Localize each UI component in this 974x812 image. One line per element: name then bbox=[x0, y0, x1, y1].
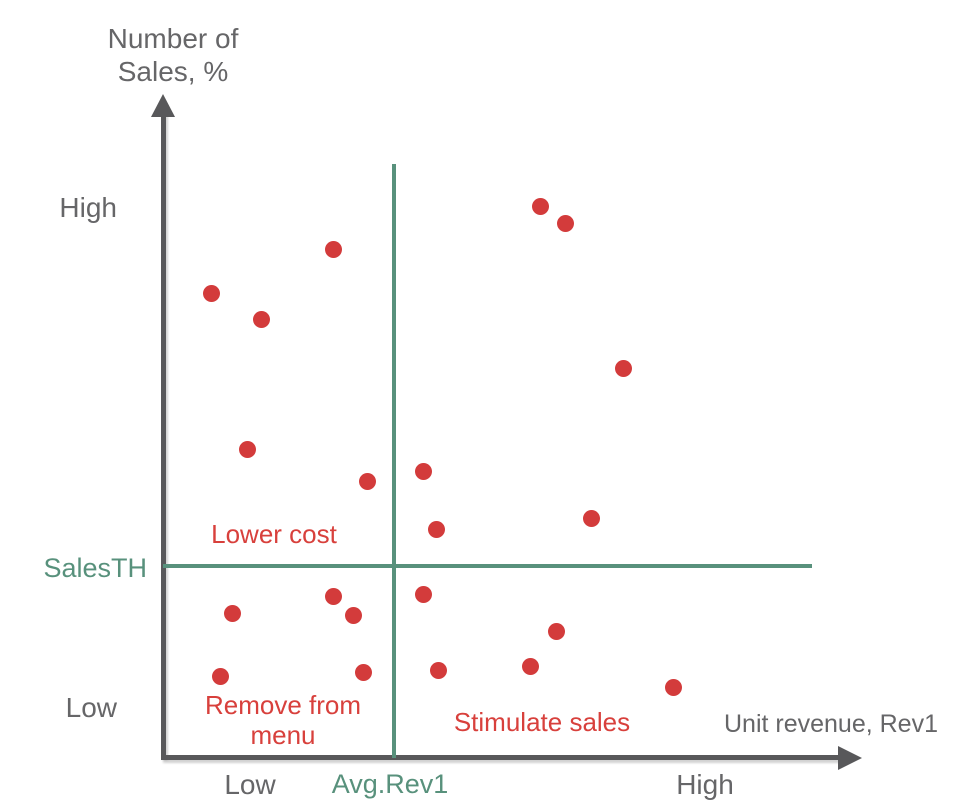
x-axis-arrow-icon bbox=[838, 746, 862, 770]
avg-rev1-threshold-line bbox=[392, 163, 397, 758]
data-point bbox=[521, 658, 539, 676]
data-point bbox=[344, 607, 362, 625]
y-tick-low: Low bbox=[65, 692, 117, 723]
salesth-threshold-line bbox=[163, 564, 812, 569]
y-axis-title-line2: Sales, % bbox=[117, 56, 229, 88]
data-point bbox=[547, 623, 565, 641]
data-point bbox=[415, 585, 433, 603]
y-axis-title-line1: Number of bbox=[107, 23, 239, 54]
data-point bbox=[325, 241, 343, 259]
data-point bbox=[614, 360, 632, 378]
quadrant-label-stimulate-sales: Stimulate sales bbox=[453, 707, 631, 737]
data-point bbox=[556, 215, 574, 233]
data-point bbox=[354, 663, 372, 681]
x-tick-high: High bbox=[676, 769, 734, 800]
plot-area bbox=[163, 97, 860, 758]
quadrant-label-remove-from-menu: Remove from menu bbox=[204, 690, 362, 750]
data-point bbox=[253, 311, 271, 329]
y-axis-arrow-icon bbox=[151, 94, 175, 117]
data-point bbox=[223, 604, 241, 622]
data-point bbox=[532, 198, 550, 216]
data-point bbox=[325, 588, 343, 606]
y-axis-line bbox=[161, 112, 166, 758]
data-point bbox=[359, 472, 377, 490]
data-point bbox=[238, 440, 256, 458]
salesth-threshold-label: SalesTH bbox=[43, 553, 147, 583]
data-point bbox=[429, 662, 447, 680]
data-point bbox=[212, 668, 230, 686]
data-point bbox=[583, 509, 601, 527]
quadrant-label-lower-cost: Lower cost bbox=[211, 519, 337, 549]
x-tick-low: Low bbox=[224, 769, 276, 800]
data-point bbox=[415, 463, 433, 481]
y-axis-title: Number of Sales, % bbox=[73, 22, 273, 88]
x-axis-line bbox=[161, 755, 841, 760]
data-point bbox=[665, 679, 683, 697]
data-point bbox=[203, 284, 221, 302]
data-point bbox=[427, 521, 445, 539]
x-axis-title: Unit revenue, Rev1 bbox=[723, 710, 938, 738]
avg-rev1-threshold-label: Avg.Rev1 bbox=[331, 769, 449, 799]
y-tick-high: High bbox=[59, 192, 117, 223]
